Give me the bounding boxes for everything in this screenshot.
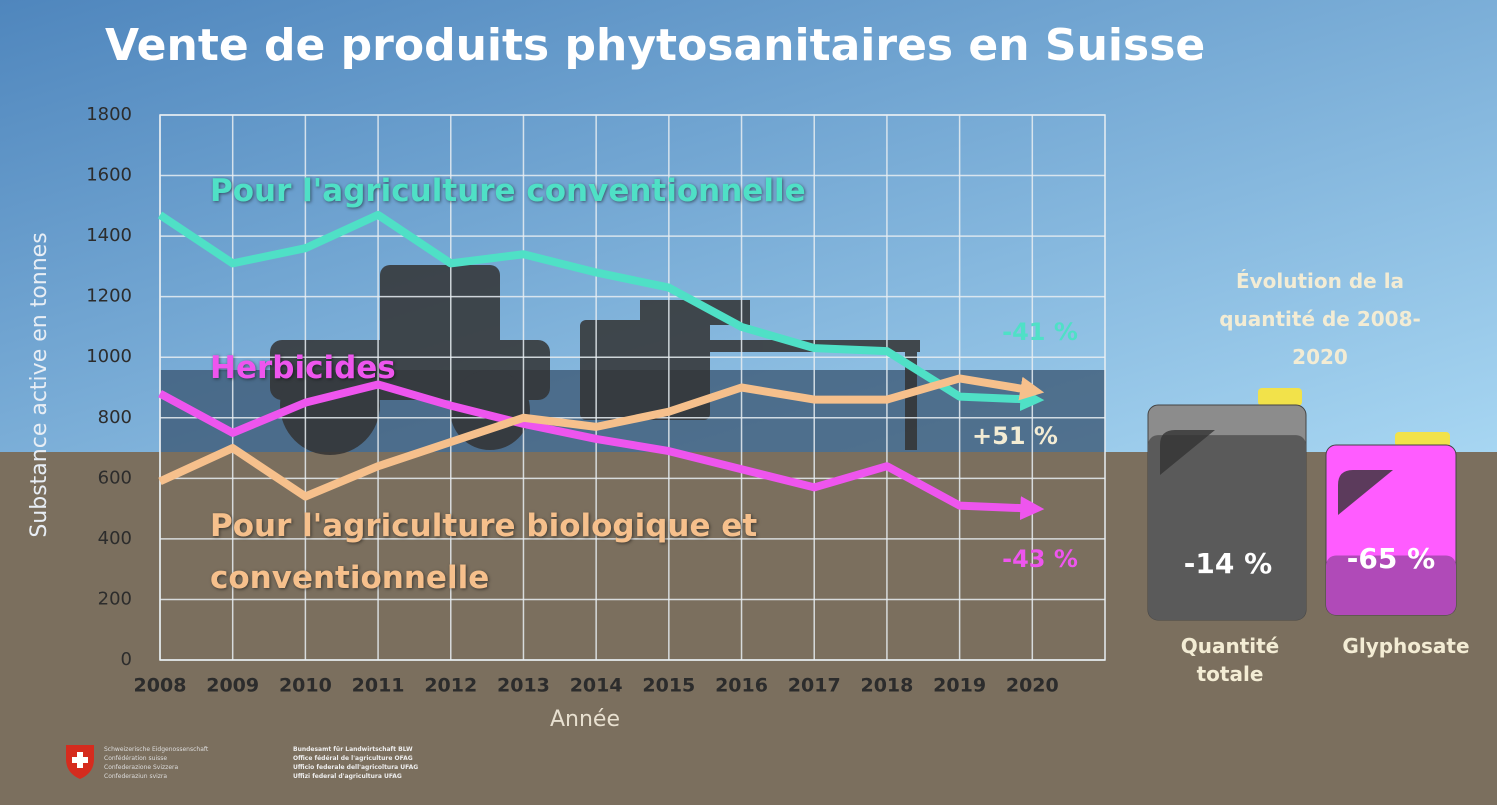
y-tick-label: 1200: [86, 286, 132, 307]
series-label: Herbicides: [210, 342, 510, 394]
y-tick-label: 1800: [86, 104, 132, 125]
y-tick-label: 0: [121, 649, 132, 670]
y-axis-label: Substance active en tonnes: [27, 232, 52, 537]
x-tick-label: 2020: [1006, 675, 1059, 697]
x-tick-label: 2008: [134, 675, 187, 697]
change-label: +51 %: [972, 422, 1058, 450]
canister-name: Quantité totale: [1150, 632, 1310, 688]
y-tick-label: 1000: [86, 346, 132, 367]
x-axis-label: Année: [550, 707, 620, 732]
y-tick-label: 1400: [86, 225, 132, 246]
footer-line: Uffizi federal d'agricultura UFAG: [293, 772, 418, 781]
footer-line: Office fédéral de l'agriculture OFAG: [293, 754, 418, 763]
x-tick-label: 2010: [279, 675, 332, 697]
change-label: -41 %: [1002, 318, 1078, 346]
x-tick-label: 2019: [933, 675, 986, 697]
infographic: Vente de produits phytosanitaires en Sui…: [0, 0, 1497, 805]
x-tick-label: 2015: [642, 675, 695, 697]
x-tick-label: 2012: [424, 675, 477, 697]
footer-line: Bundesamt für Landwirtschaft BLW: [293, 745, 418, 754]
canister-value: -65 %: [1347, 542, 1435, 575]
footer-line: Confédération suisse: [104, 754, 208, 763]
footer-line: Ufficio federale dell'agricoltura UFAG: [293, 763, 418, 772]
side-panel-title: Évolution de la quantité de 2008-2020: [1210, 262, 1430, 376]
footer-line: Confederaziun svizra: [104, 772, 208, 781]
footer-line: Confederazione Svizzera: [104, 763, 208, 772]
canister-value: -14 %: [1184, 547, 1272, 580]
x-tick-label: 2018: [860, 675, 913, 697]
canister-cap: [1258, 388, 1302, 406]
x-tick-label: 2011: [352, 675, 405, 697]
canister-name: Glyphosate: [1326, 632, 1486, 660]
x-tick-label: 2016: [715, 675, 768, 697]
x-tick-label: 2009: [206, 675, 259, 697]
x-tick-label: 2014: [570, 675, 623, 697]
series-label: Pour l'agriculture conventionnelle: [210, 165, 910, 217]
y-tick-label: 400: [98, 528, 132, 549]
series-label: Pour l'agriculture biologique et convent…: [210, 500, 770, 604]
y-tick-label: 200: [98, 588, 132, 609]
y-tick-label: 800: [98, 407, 132, 428]
y-tick-label: 1600: [86, 165, 132, 186]
x-tick-label: 2017: [788, 675, 841, 697]
x-tick-label: 2013: [497, 675, 550, 697]
chart-title: Vente de produits phytosanitaires en Sui…: [105, 20, 1205, 71]
change-label: -43 %: [1002, 545, 1078, 573]
footer-line: Schweizerische Eidgenossenschaft: [104, 745, 208, 754]
y-tick-label: 600: [98, 467, 132, 488]
